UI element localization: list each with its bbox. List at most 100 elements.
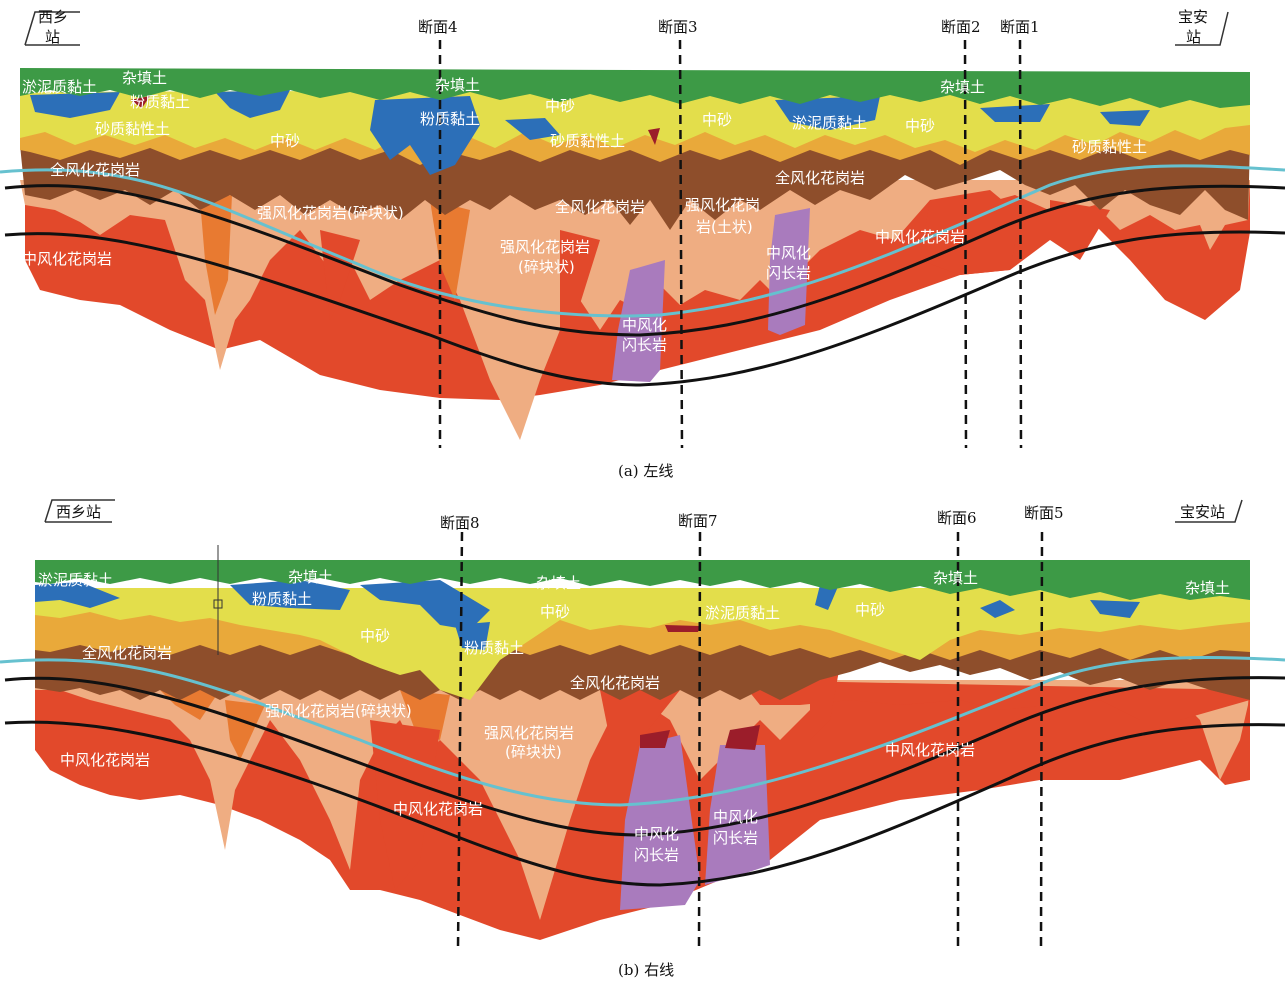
b-label-sand-mid: 中砂	[540, 603, 570, 621]
a-station-right-line2: 站	[1186, 28, 1201, 46]
a-label-diorite-a-1: 中风化	[622, 316, 667, 334]
b-label-silt-clay-left: 淤泥质黏土	[38, 571, 113, 589]
a-full-granite-layer	[20, 140, 1250, 230]
b-section-7-label: 断面7	[678, 512, 718, 530]
a-label-full-right: 全风化花岗岩	[775, 169, 865, 187]
a-label-strong-mid-2: (碎块状)	[518, 258, 575, 276]
a-label-diorite-b-1: 中风化	[766, 244, 811, 262]
b-station-left: 西乡站	[56, 503, 101, 521]
a-label-sandy-clay-left: 砂质黏性土	[95, 120, 170, 138]
a-label-fill-right: 杂填土	[940, 78, 985, 96]
b-label-silty-clay-mid: 粉质黏土	[464, 639, 524, 657]
b-diorite-1	[620, 735, 700, 910]
b-silt-clay-patch-1	[35, 582, 120, 608]
b-label-moderate-right: 中风化花岗岩	[885, 741, 975, 759]
a-section-2-line	[963, 39, 968, 449]
a-label-sand-mid2: 中砂	[702, 111, 732, 129]
b-silt-clay-patch-7	[1090, 600, 1140, 618]
a-strong-orange-lens	[200, 195, 232, 315]
a-label-sand-mid: 中砂	[545, 97, 575, 115]
b-label-sand-left: 中砂	[360, 627, 390, 645]
a-label-sandy-clay-mid: 砂质黏性土	[550, 132, 625, 150]
a-moderate-wedge-2	[560, 230, 600, 340]
b-silt-clay-patch-3	[360, 580, 490, 630]
b-label-moderate-mid: 中风化花岗岩	[393, 800, 483, 818]
a-section-1-label: 断面1	[1000, 18, 1040, 36]
b-section-8-line	[456, 531, 464, 949]
a-label-strong-soil-1: 强风化花岗	[685, 196, 760, 214]
b-station-right: 宝安站	[1180, 503, 1225, 521]
a-caption: (a) 左线	[618, 462, 673, 480]
a-silt-clay-patch-4	[505, 118, 560, 140]
a-moderate-wedge-3	[920, 190, 1020, 275]
a-left-station-bracket	[24, 11, 80, 46]
a-station-left-line1: 西乡	[38, 8, 68, 26]
b-label-fill-mid: 杂填土	[536, 574, 581, 592]
a-diorite-2	[768, 208, 810, 335]
b-label-full-left: 全风化花岗岩	[82, 644, 172, 662]
b-dark-patch-b3	[665, 625, 700, 632]
a-label-sandy-clay-right: 砂质黏性土	[1072, 138, 1147, 156]
a-diorite-1	[612, 260, 665, 382]
b-label-silt-clay-mid: 淤泥质黏土	[705, 604, 780, 622]
b-strong-orange-lens-2	[225, 700, 265, 760]
a-dark-patch-2	[130, 96, 150, 108]
a-section-3-line	[678, 39, 684, 449]
b-strong-granite-layer	[35, 680, 1250, 920]
b-strong-orange-lens-3	[400, 690, 450, 740]
a-right-station-bracket	[1175, 11, 1229, 46]
b-label-fill-left: 杂填土	[288, 568, 333, 586]
a-dark-patch-1	[648, 128, 660, 145]
b-section-5-label: 断面5	[1024, 504, 1064, 522]
a-label-full-left: 全风化花岗岩	[50, 161, 140, 179]
b-label-moderate-left: 中风化花岗岩	[60, 751, 150, 769]
a-label-silty-clay-mid: 粉质黏土	[420, 110, 480, 128]
a-label-silt-clay-right: 淤泥质黏土	[792, 114, 867, 132]
b-label-fill-right: 杂填土	[933, 569, 978, 587]
a-label-full-mid: 全风化花岗岩	[555, 198, 645, 216]
a-label-fill-mid: 杂填土	[435, 76, 480, 94]
b-dark-patch-b2	[640, 730, 670, 748]
a-moderate-wedge-4	[1050, 200, 1110, 260]
a-section-4-label: 断面4	[418, 18, 458, 36]
b-label-strong-mid-2: (碎块状)	[505, 743, 562, 761]
b-section-6-label: 断面6	[937, 509, 977, 527]
b-label-diorite-b-1: 中风化	[713, 808, 758, 826]
b-medium-sand-layer	[35, 588, 1250, 700]
b-label-diorite-a-2: 闪长岩	[634, 846, 679, 864]
b-left-station-bracket	[44, 499, 115, 523]
b-silt-clay-patch-4	[455, 622, 490, 650]
a-silt-clay-patch-5	[775, 96, 880, 130]
a-label-strong-mid-1: 强风化花岗岩	[500, 238, 590, 256]
b-tunnel-top-line	[4, 676, 1285, 837]
a-silt-clay-patch-1	[30, 92, 120, 118]
b-label-strong-left: 强风化花岗岩(碎块状)	[265, 702, 412, 720]
panel-a-left-line: 西乡 站 宝安 站 断面4 断面3 断面2 断面1 (a) 左线 淤泥质黏土 杂…	[0, 8, 1285, 480]
b-label-diorite-b-2: 闪长岩	[713, 829, 758, 847]
b-label-full-mid: 全风化花岗岩	[570, 674, 660, 692]
b-water-table-line	[0, 655, 1285, 807]
a-label-moderate-right: 中风化花岗岩	[875, 228, 965, 246]
b-diorite-2	[705, 745, 770, 885]
a-label-fill-left: 杂填土	[122, 69, 167, 87]
b-section-8-label: 断面8	[440, 514, 480, 532]
a-label-diorite-b-2: 闪长岩	[766, 264, 811, 282]
a-silt-clay-patch-2	[215, 90, 290, 118]
b-label-sand-right: 中砂	[855, 601, 885, 619]
b-silt-clay-patch-2	[230, 580, 350, 610]
a-section-3-label: 断面3	[658, 18, 698, 36]
b-tunnel-bottom-line	[4, 720, 1285, 887]
b-right-station-bracket	[1175, 499, 1243, 523]
a-water-table-line	[0, 164, 1285, 318]
a-tunnel-top-line	[4, 184, 1285, 337]
b-dark-patch-b1	[725, 725, 760, 750]
a-label-sand-left: 中砂	[270, 132, 300, 150]
a-section-1-line	[1018, 39, 1023, 449]
b-label-silty-clay-left: 粉质黏土	[252, 590, 312, 608]
a-silt-clay-patch-7	[1100, 110, 1150, 126]
b-section-7-line	[697, 531, 702, 949]
a-section-2-label: 断面2	[941, 18, 981, 36]
a-label-sand-right: 中砂	[905, 117, 935, 135]
b-silt-clay-patch-6	[980, 600, 1015, 618]
